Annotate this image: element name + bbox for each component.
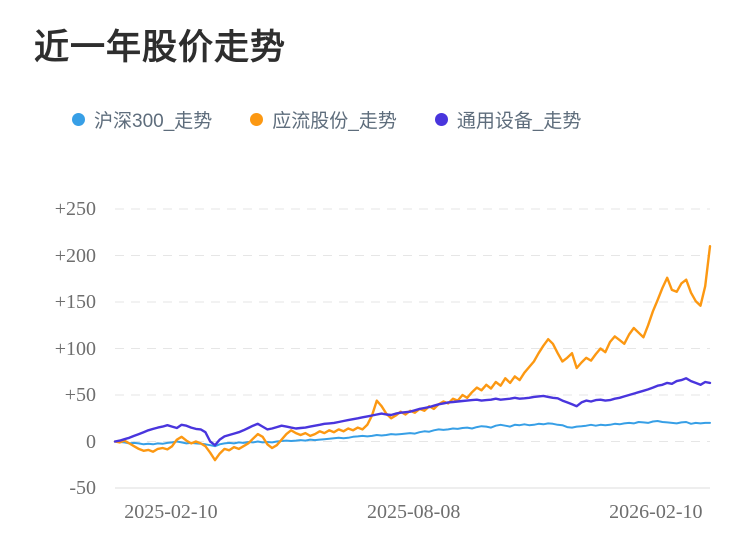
y-axis-tick-label: +150 <box>54 291 96 313</box>
plot-canvas <box>113 208 712 489</box>
x-axis-tick-label: 2026-02-10 <box>609 501 703 523</box>
chart-title: 近一年股价走势 <box>34 28 287 67</box>
legend-label-general-equipment: 通用设备_走势 <box>456 111 582 132</box>
series-line-0 <box>114 420 711 448</box>
legend-dot-icon <box>72 113 85 126</box>
series-line-2 <box>113 377 712 447</box>
legend: 沪深300_走势 应流股份_走势 通用设备_走势 <box>72 106 581 133</box>
legend-label-yingliu: 应流股份_走势 <box>272 111 397 132</box>
x-axis-tick-label: 2025-02-10 <box>124 501 218 523</box>
legend-dot-icon <box>434 113 448 126</box>
x-axis-tick-label: 2025-08-08 <box>367 501 461 523</box>
y-axis-tick-label: 0 <box>86 430 96 453</box>
y-axis-tick-label: +200 <box>54 244 96 267</box>
legend-dot-icon <box>250 113 264 126</box>
y-axis-tick-label: -50 <box>69 477 96 499</box>
y-axis-tick-label: +250 <box>54 198 96 220</box>
y-axis-tick-label: +100 <box>54 337 96 360</box>
series-line-1 <box>113 245 712 462</box>
legend-label-hs300: 沪深300_走势 <box>94 111 213 132</box>
legend-item-general-equipment[interactable]: 通用设备_走势 <box>434 106 582 133</box>
legend-item-hs300[interactable]: 沪深300_走势 <box>72 106 212 133</box>
y-axis-tick-label: +50 <box>64 384 96 406</box>
legend-item-yingliu[interactable]: 应流股份_走势 <box>250 106 397 133</box>
